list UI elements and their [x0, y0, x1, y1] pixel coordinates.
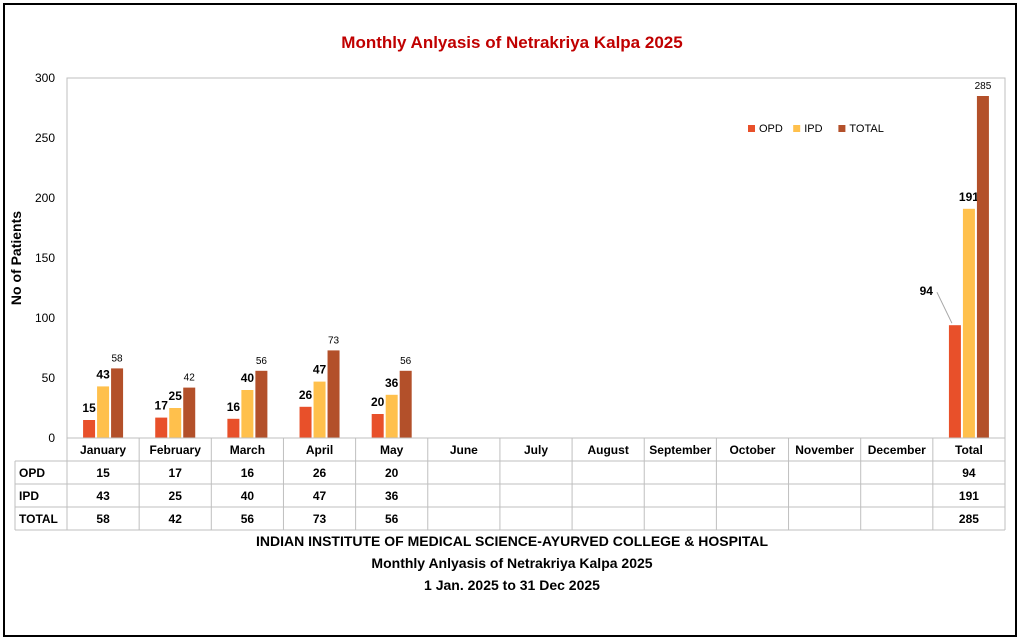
legend-swatch-total [838, 125, 846, 132]
bar-total [327, 350, 340, 438]
table-cell: 43 [96, 489, 110, 503]
chart-frame [3, 3, 1017, 637]
category-label: October [729, 443, 775, 457]
category-label: February [150, 443, 202, 457]
data-label: 191 [959, 190, 979, 204]
bar-ipd [962, 208, 975, 438]
data-label: 58 [112, 353, 124, 364]
category-label: November [795, 443, 854, 457]
bar-ipd [169, 408, 182, 438]
category-label: June [450, 443, 478, 457]
table-cell: 16 [241, 466, 255, 480]
category-label: January [80, 443, 126, 457]
y-tick-label: 150 [35, 251, 55, 265]
bar-opd [155, 417, 168, 438]
table-cell: 94 [962, 466, 976, 480]
data-table: January February March April May June July Augu… [14, 437, 1006, 531]
legend-swatch-ipd [793, 125, 801, 132]
category-label: March [230, 443, 265, 457]
bar-total [183, 387, 196, 438]
chart-title: Monthly Anlyasis of Netrakriya Kalpa 202… [341, 33, 682, 52]
footer-subtitle: Monthly Anlyasis of Netrakriya Kalpa 202… [371, 555, 653, 571]
data-label: 56 [400, 356, 412, 367]
bar-opd [227, 418, 240, 438]
table-cell: 56 [385, 512, 399, 526]
category-label: August [587, 443, 628, 457]
data-label: 16 [227, 400, 241, 414]
bar-opd [371, 414, 384, 438]
bar-ipd [97, 386, 110, 438]
data-label: 25 [169, 389, 183, 403]
table-cell: 25 [169, 489, 183, 503]
data-label: 43 [96, 367, 110, 381]
table-cell: 73 [313, 512, 327, 526]
bar-opd [299, 406, 312, 438]
table-cell: 20 [385, 466, 399, 480]
legend-label-total: TOTAL [849, 123, 883, 135]
bar-total [111, 368, 124, 438]
category-label: May [380, 443, 404, 457]
category-label: April [306, 443, 333, 457]
table-cell: 26 [313, 466, 327, 480]
data-label-leader [936, 291, 953, 324]
data-label: 15 [82, 401, 96, 415]
bar-ipd [385, 394, 398, 438]
y-axis-label: No of Patients [8, 211, 24, 305]
table-cell: 58 [96, 512, 110, 526]
bar-opd [83, 420, 96, 438]
data-label: 285 [975, 81, 992, 92]
legend-swatch-opd [748, 125, 755, 132]
table-cell: 36 [385, 489, 399, 503]
data-label: 47 [313, 363, 327, 377]
table-cell: 17 [169, 466, 183, 480]
table-cell: 285 [959, 512, 979, 526]
table-row-header: TOTAL [19, 512, 58, 526]
data-label: 36 [385, 376, 399, 390]
category-label: July [524, 443, 548, 457]
bar-total [976, 96, 989, 438]
data-label: 94 [920, 284, 934, 298]
y-tick-label: 50 [42, 371, 56, 385]
table-cell: 15 [96, 466, 110, 480]
table-cell: 40 [241, 489, 255, 503]
table-cell: 47 [313, 489, 327, 503]
bar-ipd [313, 381, 326, 438]
bar-opd [948, 325, 961, 438]
table-row-header: IPD [19, 489, 39, 503]
legend-label-ipd: IPD [804, 123, 822, 135]
table-cell: 56 [241, 512, 255, 526]
data-label: 26 [299, 388, 313, 402]
table-cell: 42 [169, 512, 183, 526]
table-cell: 191 [959, 489, 979, 503]
legend: OPD IPD TOTAL [748, 123, 884, 135]
bar-total [399, 370, 412, 438]
category-label: December [868, 443, 926, 457]
y-tick-label: 100 [35, 311, 55, 325]
bar-total [255, 370, 268, 438]
data-label: 73 [328, 335, 340, 346]
y-tick-label: 250 [35, 131, 55, 145]
data-label: 42 [184, 373, 196, 384]
legend-label-opd: OPD [759, 123, 783, 135]
y-tick-label: 300 [35, 71, 55, 85]
table-row-header: OPD [19, 466, 45, 480]
category-label: September [649, 443, 711, 457]
bar-ipd [241, 390, 254, 438]
footer-institute: INDIAN INSTITUTE OF MEDICAL SCIENCE-AYUR… [255, 533, 769, 549]
data-label: 20 [371, 395, 385, 409]
footer-date-range: 1 Jan. 2025 to 31 Dec 2025 [424, 577, 600, 593]
data-label: 17 [155, 399, 169, 413]
plot-area: 0 50 100 150 200 250 300 15 17 16 26 20 94 43 25 40 47 36… [35, 71, 1006, 445]
y-tick-label: 200 [35, 191, 55, 205]
bar-chart: Monthly Anlyasis of Netrakriya Kalpa 202… [8, 33, 1006, 531]
category-label: Total [955, 443, 983, 457]
y-tick-label: 0 [48, 431, 55, 445]
data-label: 56 [256, 356, 268, 367]
data-label: 40 [241, 371, 255, 385]
